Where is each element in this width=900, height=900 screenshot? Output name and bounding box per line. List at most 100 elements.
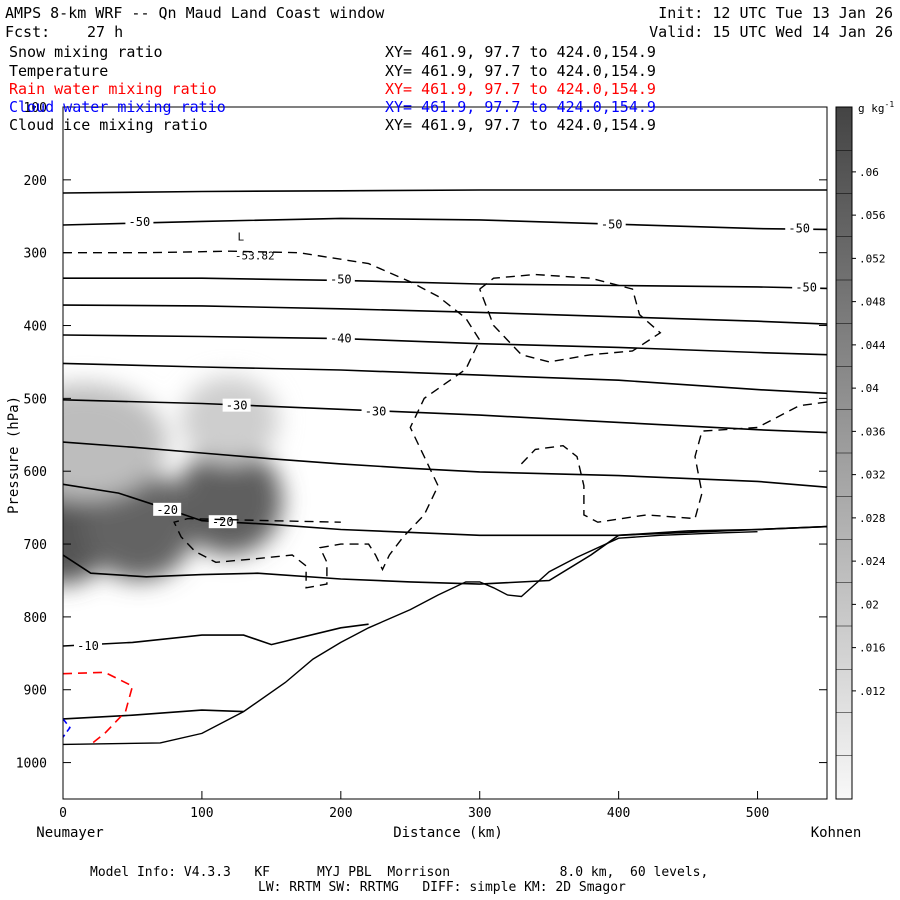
temperature-contour-label: -50 (795, 281, 817, 295)
field-xy-cloud-water: XY= 461.9, 97.7 to 424.0,154.9 (385, 98, 656, 116)
snow-mixing-ratio-contour (520, 401, 827, 523)
field-name-cloud-ice: Cloud ice mixing ratio (9, 116, 208, 134)
temperature-contour-label: -20 (156, 503, 178, 517)
plot-frame (62, 106, 828, 800)
colorbar-tick-label: .056 (859, 209, 886, 222)
contour-label-background (326, 331, 355, 345)
field-xy-cloud-ice: XY= 461.9, 97.7 to 424.0,154.9 (385, 116, 656, 134)
colorbar-tick-label: .044 (859, 339, 886, 352)
colorbar-tick-label: .032 (859, 469, 886, 482)
contour-label-background (74, 639, 103, 653)
colorbar-tick-label: .012 (859, 685, 886, 698)
colorbar-tick-label: .024 (859, 555, 886, 568)
y-tick-label: 100 (24, 101, 47, 116)
temperature-contour (63, 483, 827, 537)
terrain-line (63, 531, 758, 746)
contour-label-background (792, 280, 821, 294)
temperature-contour (63, 441, 827, 488)
minimum-value-label: -53.82 (235, 250, 275, 263)
x-axis-label: Distance (km) (393, 825, 503, 841)
temperature-contour-label: -20 (212, 515, 234, 529)
temperature-contour-label: -50 (330, 273, 352, 287)
colorbar-tick-label: .048 (859, 296, 886, 309)
contour-layer: -50 -50 -50 -50 -50 -40 -30 -30 -20 -20 -10 L -53.82 (63, 189, 827, 746)
colorbar-tick-label: .036 (859, 425, 886, 438)
colorbar-unit: g kg-1 (858, 100, 894, 115)
temperature-contour (63, 525, 827, 585)
x-tick-label: 0 (59, 806, 67, 821)
colorbar-tick-label: .052 (859, 252, 886, 265)
snow-mixing-ratio-contour (63, 250, 481, 589)
colorbar-tick-label: .02 (859, 598, 879, 611)
contour-label-background (222, 398, 251, 412)
init-time: Init: 12 UTC Tue 13 Jan 26 (658, 4, 893, 22)
snow-shading-blob (176, 445, 283, 555)
contour-label-background (361, 404, 390, 418)
temperature-contour-label: -40 (330, 332, 352, 346)
y-tick-label: 300 (24, 247, 47, 262)
field-name-cloud-water: Cloud water mixing ratio (9, 98, 226, 116)
colorbar-tick-label: .06 (859, 166, 879, 179)
temperature-contour (63, 217, 827, 231)
temperature-contour-label: -50 (788, 222, 810, 236)
temperature-contour-label: -50 (601, 217, 623, 231)
field-name-snow: Snow mixing ratio (9, 43, 163, 61)
temperature-contour-label: -10 (77, 639, 99, 653)
x-tick-label: 100 (190, 806, 213, 821)
colorbar-ticks: .06 .056 .052 .048 .044 .04 .036 .032 .028 .024 .0… (836, 150, 886, 756)
temperature-contour (63, 623, 369, 647)
snow-shading-blob (83, 471, 195, 581)
temperature-contour (63, 709, 244, 720)
field-name-rain: Rain water mixing ratio (9, 80, 217, 98)
x-tick-label: 200 (329, 806, 352, 821)
y-tick-label: 1000 (16, 757, 47, 772)
y-tick-label: 200 (24, 174, 47, 189)
temperature-contour (63, 277, 827, 290)
y-tick-label: 800 (24, 611, 47, 626)
field-name-temperature: Temperature (9, 62, 109, 80)
temperature-contour (63, 399, 827, 434)
colorbar-tick-label: .028 (859, 512, 886, 525)
colorbar-tick-label: .04 (859, 382, 879, 395)
temperature-contour (63, 362, 827, 395)
y-tick-label: 500 (24, 392, 47, 407)
snow-mixing-ratio-contour (479, 273, 662, 363)
minimum-marker: L (237, 231, 244, 244)
snow-shading-blob (63, 383, 168, 501)
x-tick-label: 400 (607, 806, 630, 821)
field-xy-temperature: XY= 461.9, 97.7 to 424.0,154.9 (385, 62, 656, 80)
model-info-line1: Model Info: V4.3.3 KF MYJ PBL Morrison 8… (90, 865, 709, 880)
field-xy-snow: XY= 461.9, 97.7 to 424.0,154.9 (385, 43, 656, 61)
cloud-water-contour (63, 718, 71, 738)
model-info-line2: LW: RRTM SW: RRTMG DIFF: simple KM: 2D S… (258, 880, 626, 895)
contour-label-background (326, 272, 355, 286)
x-left-station-label: Neumayer (36, 825, 103, 841)
y-tick-label: 600 (24, 465, 47, 480)
contour-label-background (153, 502, 182, 516)
snow-shading-blob (181, 376, 279, 464)
y-tick-label: 700 (24, 538, 47, 553)
y-axis: 100 200 300 400 500 600 700 800 900 1000 (16, 101, 827, 772)
colorbar: .06 .056 .052 .048 .044 .04 .036 .032 .028 .024 .0… (835, 100, 894, 800)
plot-area (63, 107, 827, 799)
temperature-contour (63, 304, 827, 325)
colorbar-unit-exponent: -1 (885, 100, 895, 109)
contour-label-background (125, 215, 154, 229)
field-xy-rain: XY= 461.9, 97.7 to 424.0,154.9 (385, 80, 656, 98)
y-axis-label: Pressure (hPa) (6, 396, 22, 514)
colorbar-unit-text: g kg (858, 102, 885, 115)
temperature-contour-label: -50 (129, 215, 151, 229)
y-tick-label: 900 (24, 684, 47, 699)
x-axis: 0 100 200 300 400 500 (59, 791, 769, 821)
y-tick-label: 400 (24, 320, 47, 335)
temperature-contour-label: -30 (365, 404, 387, 418)
rain-water-contour (63, 671, 134, 746)
contour-label-background (208, 515, 237, 529)
colorbar-tick-label: .016 (859, 642, 886, 655)
x-tick-label: 300 (468, 806, 491, 821)
valid-time: Valid: 15 UTC Wed 14 Jan 26 (649, 23, 893, 41)
contour-label-background (597, 217, 626, 231)
figure-title: AMPS 8-km WRF -- Qn Maud Land Coast wind… (5, 4, 385, 22)
contour-label-background (785, 221, 814, 235)
